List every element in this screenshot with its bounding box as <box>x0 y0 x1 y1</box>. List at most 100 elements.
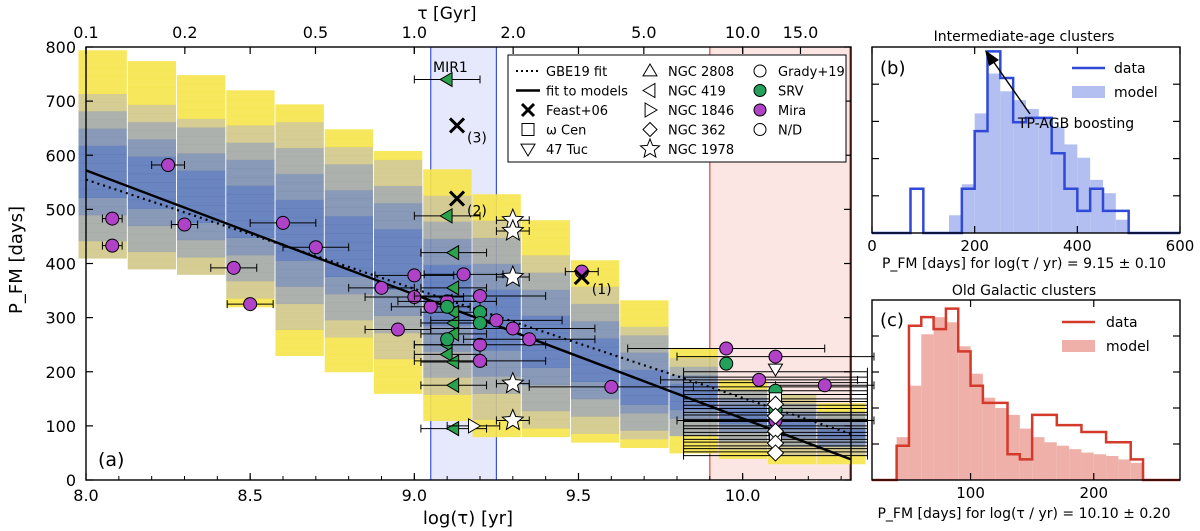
model-density-cell <box>324 293 374 303</box>
panel-c-title: Old Galactic clusters <box>952 283 1096 299</box>
legend-label: 47 Tuc <box>546 143 588 158</box>
srv-point <box>719 356 734 371</box>
panel-c-model-bar <box>1081 452 1094 480</box>
model-density-cell <box>226 107 275 117</box>
panel-c-x-tick-label: 200 <box>1079 484 1108 502</box>
model-density-cell <box>275 251 324 261</box>
model-density-cell <box>423 368 472 378</box>
model-density-cell <box>767 420 817 430</box>
legend-label: NGC 1978 <box>668 143 734 158</box>
y-tick-label: 0 <box>66 471 76 490</box>
model-density-cell <box>374 176 423 187</box>
feast06-label: (1) <box>592 282 612 298</box>
top-tick-label: 0.2 <box>172 23 197 42</box>
panel-c-model-bar <box>1093 454 1107 480</box>
model-density-cell <box>521 384 571 394</box>
model-density-cell <box>570 398 620 408</box>
legend-symbol-tri-right <box>644 102 658 118</box>
model-density-cell <box>127 147 177 157</box>
panel-b-model-bar <box>949 215 962 233</box>
model-density-cell <box>423 229 472 240</box>
model-density-cell <box>570 268 620 279</box>
model-density-cell <box>324 137 374 148</box>
model-density-cell <box>817 411 866 421</box>
panel-b-model-bar <box>1038 117 1052 233</box>
model-density-cell <box>817 420 866 430</box>
model-density-cell <box>620 300 669 310</box>
model-density-cell <box>374 367 423 377</box>
model-density-cell <box>275 234 324 244</box>
model-density-cell <box>472 237 521 247</box>
model-density-cell <box>226 272 275 282</box>
model-density-cell <box>620 421 669 431</box>
legend-label: ω Cen <box>546 124 586 139</box>
model-density-cell <box>423 186 472 196</box>
model-density-cell <box>275 338 324 348</box>
model-density-cell <box>570 312 620 322</box>
model-density-cell <box>669 435 718 445</box>
model-density-cell <box>521 228 571 239</box>
x-tick-label: 9.0 <box>402 486 427 505</box>
cross-stroke <box>520 102 536 118</box>
model-density-cell <box>374 168 423 178</box>
model-density-cell <box>226 142 275 152</box>
model-density-cell <box>127 130 177 140</box>
panel-b-model-bar <box>1115 219 1129 233</box>
panel-c-model-bar <box>1032 437 1045 480</box>
panel-b-legend: data model <box>1072 61 1158 101</box>
model-density-cell <box>472 211 521 221</box>
model-density-cell <box>275 164 324 175</box>
model-density-cell <box>374 254 423 264</box>
model-density-cell <box>324 311 374 321</box>
legend-box <box>507 54 847 163</box>
model-density-cell <box>620 430 669 440</box>
model-density-cell <box>374 289 423 299</box>
panel-b: Intermediate-age clusters 0 200 400 600 (b)… <box>867 29 1194 272</box>
model-density-cell <box>521 402 571 412</box>
model-density-cell <box>521 280 571 290</box>
feast06-point <box>448 190 466 207</box>
model-density-cell <box>570 260 620 270</box>
model-density-cell <box>620 369 669 379</box>
legend-label: Feast+06 <box>546 104 608 119</box>
top-tick-label: 10.0 <box>725 23 761 42</box>
tp-agb-arrow <box>992 60 1031 115</box>
model-density-cell <box>718 432 768 442</box>
model-density-cell <box>374 246 423 256</box>
model-density-cell <box>374 315 423 325</box>
model-density-cell <box>423 195 472 205</box>
model-density-cell <box>423 264 472 274</box>
feast06-label: (3) <box>467 130 487 146</box>
legend-label: Mira <box>778 104 806 119</box>
model-density-cell <box>127 121 177 131</box>
model-density-cell <box>817 455 866 465</box>
mira-point <box>407 268 422 283</box>
panel-b-model-bar <box>974 113 988 233</box>
model-density-cell <box>521 376 571 386</box>
srv-point <box>440 299 455 314</box>
top-tick-label: 5.0 <box>631 23 656 42</box>
model-density-cell <box>423 255 472 266</box>
panel-c: Old Galactic clusters 100 200 (c) data mo… <box>871 283 1181 522</box>
model-density-cell <box>177 205 226 215</box>
mira-point <box>472 288 487 303</box>
model-density-cell <box>226 185 275 195</box>
model-density-cell <box>570 286 620 296</box>
ngc419-point <box>439 71 453 88</box>
model-density-cell <box>78 50 127 60</box>
model-density-cell <box>275 260 324 270</box>
model-density-cell <box>669 426 718 437</box>
model-density-cell <box>226 124 275 135</box>
model-density-cell <box>275 104 324 114</box>
tuc47-point <box>767 363 784 378</box>
model-density-cell <box>275 294 324 305</box>
legend-label: Grady+19 <box>778 65 845 80</box>
model-density-cell <box>275 320 324 331</box>
panel-c-model-bar <box>933 317 946 480</box>
model-density-cell <box>767 411 817 421</box>
model-density-cell <box>669 392 718 402</box>
x-tick-label: 8.5 <box>237 486 262 505</box>
model-density-cell <box>521 419 571 429</box>
mira-point <box>390 322 405 337</box>
panel-b-model-bar <box>1051 126 1065 233</box>
